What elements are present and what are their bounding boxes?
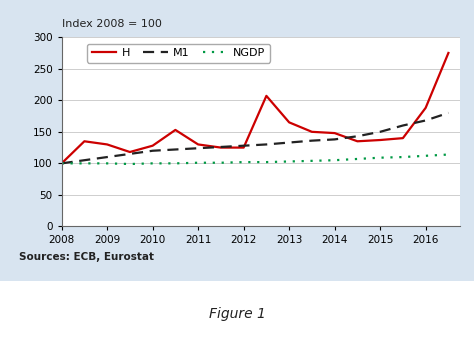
Legend: H, M1, NGDP: H, M1, NGDP (87, 44, 270, 63)
Text: Sources: ECB, Eurostat: Sources: ECB, Eurostat (19, 252, 154, 262)
Text: Figure 1: Figure 1 (209, 307, 265, 321)
Text: Index 2008 = 100: Index 2008 = 100 (62, 19, 162, 29)
